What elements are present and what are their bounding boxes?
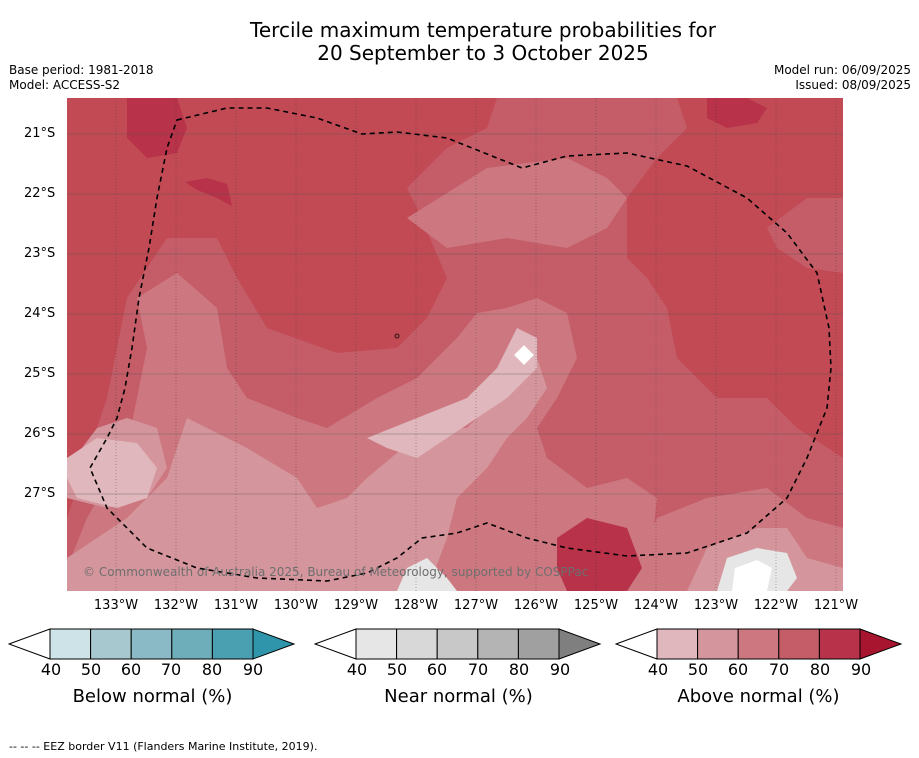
lon-label: 132°W [153, 598, 199, 613]
colorbar-tick: 80 [508, 660, 530, 679]
copyright-notice: © Commonwealth of Australia 2025, Bureau… [83, 565, 589, 579]
meta-right: Model run: 06/09/2025 Issued: 08/09/2025 [774, 63, 911, 93]
lat-label: 26°S [24, 426, 56, 441]
near-normal-title: Near normal (%) [384, 686, 533, 707]
colorbar-tick: 40 [40, 660, 62, 679]
lon-label: 122°W [753, 598, 799, 613]
colorbar-tick: 60 [727, 660, 749, 679]
contour-near-normal [367, 328, 537, 458]
lat-label: 25°S [24, 366, 56, 381]
eez-border [89, 107, 832, 582]
model-run-label: Model run: 06/09/2025 [773, 63, 911, 77]
latitude-lines [67, 133, 843, 495]
near-normal-colorbar [314, 628, 602, 660]
colorbar-tick: 80 [201, 660, 223, 679]
lon-label: 121°W [813, 598, 859, 613]
lon-label: 123°W [693, 598, 739, 613]
issued-label: Issued: 08/09/2025 [795, 78, 911, 92]
colorbar-tick: 90 [850, 660, 872, 679]
contour-40-50 [67, 358, 547, 591]
colorbar-tick: 60 [120, 660, 142, 679]
model-label: Model: ACCESS-S2 [9, 78, 121, 92]
colorbar-tick: 90 [549, 660, 571, 679]
base-period-label: Base period: 1981-2018 [9, 63, 154, 77]
lon-label: 127°W [453, 598, 499, 613]
colorbar-tick: 60 [426, 660, 448, 679]
lat-label: 22°S [24, 186, 56, 201]
colorbar-tick: 40 [647, 660, 669, 679]
colorbar-tick: 50 [687, 660, 709, 679]
colorbar-tick: 90 [242, 660, 264, 679]
colorbar-tick: 70 [160, 660, 182, 679]
lat-label: 27°S [24, 486, 56, 501]
lon-label: 131°W [213, 598, 259, 613]
lon-label: 125°W [573, 598, 619, 613]
lon-label: 130°W [273, 598, 319, 613]
lon-label: 126°W [513, 598, 559, 613]
probability-map: © Commonwealth of Australia 2025, Bureau… [67, 98, 843, 591]
meta-left: Base period: 1981-2018 Model: ACCESS-S2 [9, 63, 154, 93]
eez-footnote: -- -- -- EEZ border V11 (Flanders Marine… [9, 740, 318, 753]
colorbar-tick: 50 [80, 660, 102, 679]
below-normal-colorbar [8, 628, 296, 660]
below-normal-title: Below normal (%) [72, 686, 233, 707]
colorbar-tick: 40 [346, 660, 368, 679]
colorbar-tick: 70 [467, 660, 489, 679]
chart-title: Tercile maximum temperature probabilitie… [0, 19, 919, 65]
colorbar-tick: 80 [809, 660, 831, 679]
colorbar-tick: 70 [768, 660, 790, 679]
title-line-2: 20 September to 3 October 2025 [317, 41, 649, 65]
above-normal-colorbar [615, 628, 903, 660]
lon-label: 129°W [333, 598, 379, 613]
map-contours [67, 98, 843, 591]
lon-label: 128°W [393, 598, 439, 613]
lat-label: 24°S [24, 306, 56, 321]
colorbar-tick: 50 [386, 660, 408, 679]
graticule [115, 98, 837, 591]
above-normal-title: Above normal (%) [677, 686, 840, 707]
lat-label: 21°S [24, 126, 56, 141]
lon-label: 124°W [633, 598, 679, 613]
title-line-1: Tercile maximum temperature probabilitie… [250, 18, 716, 42]
lon-label: 133°W [93, 598, 139, 613]
lat-label: 23°S [24, 246, 56, 261]
